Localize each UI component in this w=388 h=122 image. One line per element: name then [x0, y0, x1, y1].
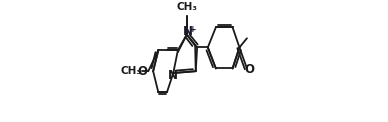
Text: O: O — [245, 63, 255, 76]
Text: N: N — [183, 25, 193, 38]
Text: CH₃: CH₃ — [120, 66, 141, 76]
Text: O: O — [137, 65, 147, 78]
Text: +: + — [189, 25, 197, 34]
Text: N: N — [168, 69, 178, 82]
Text: CH₃: CH₃ — [176, 2, 197, 12]
